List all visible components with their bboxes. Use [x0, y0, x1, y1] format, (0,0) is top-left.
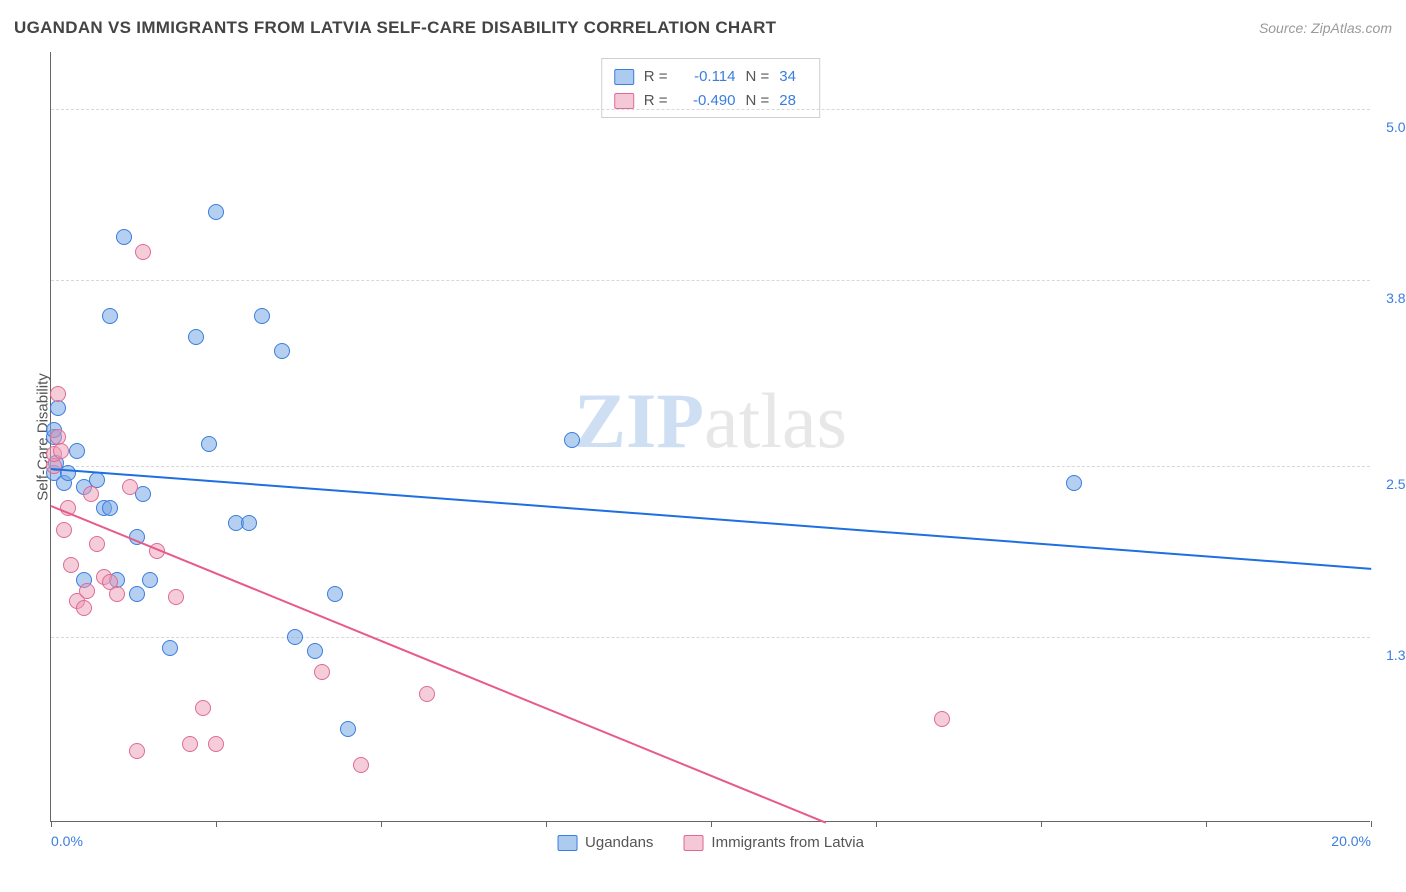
scatter-point [168, 589, 184, 605]
y-tick-label: 1.3% [1374, 647, 1406, 663]
x-tick [1041, 821, 1042, 827]
scatter-point [419, 686, 435, 702]
scatter-point [241, 515, 257, 531]
y-tick-label: 3.8% [1374, 290, 1406, 306]
scatter-point [53, 443, 69, 459]
scatter-point [182, 736, 198, 752]
legend-swatch-blue [557, 835, 577, 851]
gridline [51, 637, 1370, 638]
scatter-point [50, 400, 66, 416]
scatter-point [129, 743, 145, 759]
source-label: Source: ZipAtlas.com [1259, 20, 1392, 36]
scatter-point [934, 711, 950, 727]
scatter-point [1066, 475, 1082, 491]
scatter-point [307, 643, 323, 659]
scatter-point [274, 343, 290, 359]
scatter-point [109, 586, 125, 602]
legend-bottom-item-1: Immigrants from Latvia [683, 834, 864, 851]
y-tick-label: 2.5% [1374, 476, 1406, 492]
x-tick [1206, 821, 1207, 827]
x-tick-label: 20.0% [1331, 833, 1371, 849]
scatter-point [188, 329, 204, 345]
x-tick [711, 821, 712, 827]
gridline [51, 280, 1370, 281]
scatter-point [135, 244, 151, 260]
y-tick-label: 5.0% [1374, 119, 1406, 135]
scatter-point [564, 432, 580, 448]
scatter-point [76, 600, 92, 616]
scatter-point [142, 572, 158, 588]
legend-swatch-pink [614, 93, 634, 109]
scatter-point [79, 583, 95, 599]
x-tick [216, 821, 217, 827]
scatter-point [129, 586, 145, 602]
scatter-point [50, 386, 66, 402]
legend-top-row-0: R = -0.114 N = 34 [614, 65, 808, 89]
gridline [51, 109, 1370, 110]
legend-bottom: Ugandans Immigrants from Latvia [557, 834, 864, 851]
scatter-point [83, 486, 99, 502]
legend-r-value: -0.114 [678, 65, 736, 89]
scatter-point [314, 664, 330, 680]
x-tick [546, 821, 547, 827]
scatter-point [69, 443, 85, 459]
legend-bottom-label: Immigrants from Latvia [711, 834, 864, 851]
x-tick [51, 821, 52, 827]
scatter-point [208, 204, 224, 220]
scatter-point [56, 522, 72, 538]
scatter-point [208, 736, 224, 752]
x-tick-label: 0.0% [51, 833, 83, 849]
trend-line [51, 506, 826, 824]
legend-r-label: R = [644, 65, 668, 89]
chart-title: UGANDAN VS IMMIGRANTS FROM LATVIA SELF-C… [14, 18, 776, 38]
scatter-point [63, 557, 79, 573]
scatter-point [201, 436, 217, 452]
scatter-point [327, 586, 343, 602]
x-tick [381, 821, 382, 827]
scatter-point [102, 500, 118, 516]
x-tick [876, 821, 877, 827]
x-tick [1371, 821, 1372, 827]
legend-n-label: N = [746, 65, 770, 89]
scatter-point [116, 229, 132, 245]
scatter-point [89, 536, 105, 552]
scatter-point [195, 700, 211, 716]
watermark: ZIPatlas [574, 376, 847, 466]
scatter-point [353, 757, 369, 773]
scatter-point [254, 308, 270, 324]
plot-area: Self-Care Disability ZIPatlas R = -0.114… [50, 52, 1370, 822]
scatter-point [122, 479, 138, 495]
scatter-point [102, 308, 118, 324]
scatter-point [162, 640, 178, 656]
legend-n-value: 34 [779, 65, 807, 89]
legend-bottom-label: Ugandans [585, 834, 653, 851]
scatter-point [340, 721, 356, 737]
watermark-zip: ZIP [574, 377, 704, 464]
title-bar: UGANDAN VS IMMIGRANTS FROM LATVIA SELF-C… [14, 18, 1392, 38]
legend-swatch-pink [683, 835, 703, 851]
watermark-atlas: atlas [704, 377, 847, 464]
legend-swatch-blue [614, 69, 634, 85]
legend-bottom-item-0: Ugandans [557, 834, 653, 851]
gridline [51, 466, 1370, 467]
scatter-point [287, 629, 303, 645]
